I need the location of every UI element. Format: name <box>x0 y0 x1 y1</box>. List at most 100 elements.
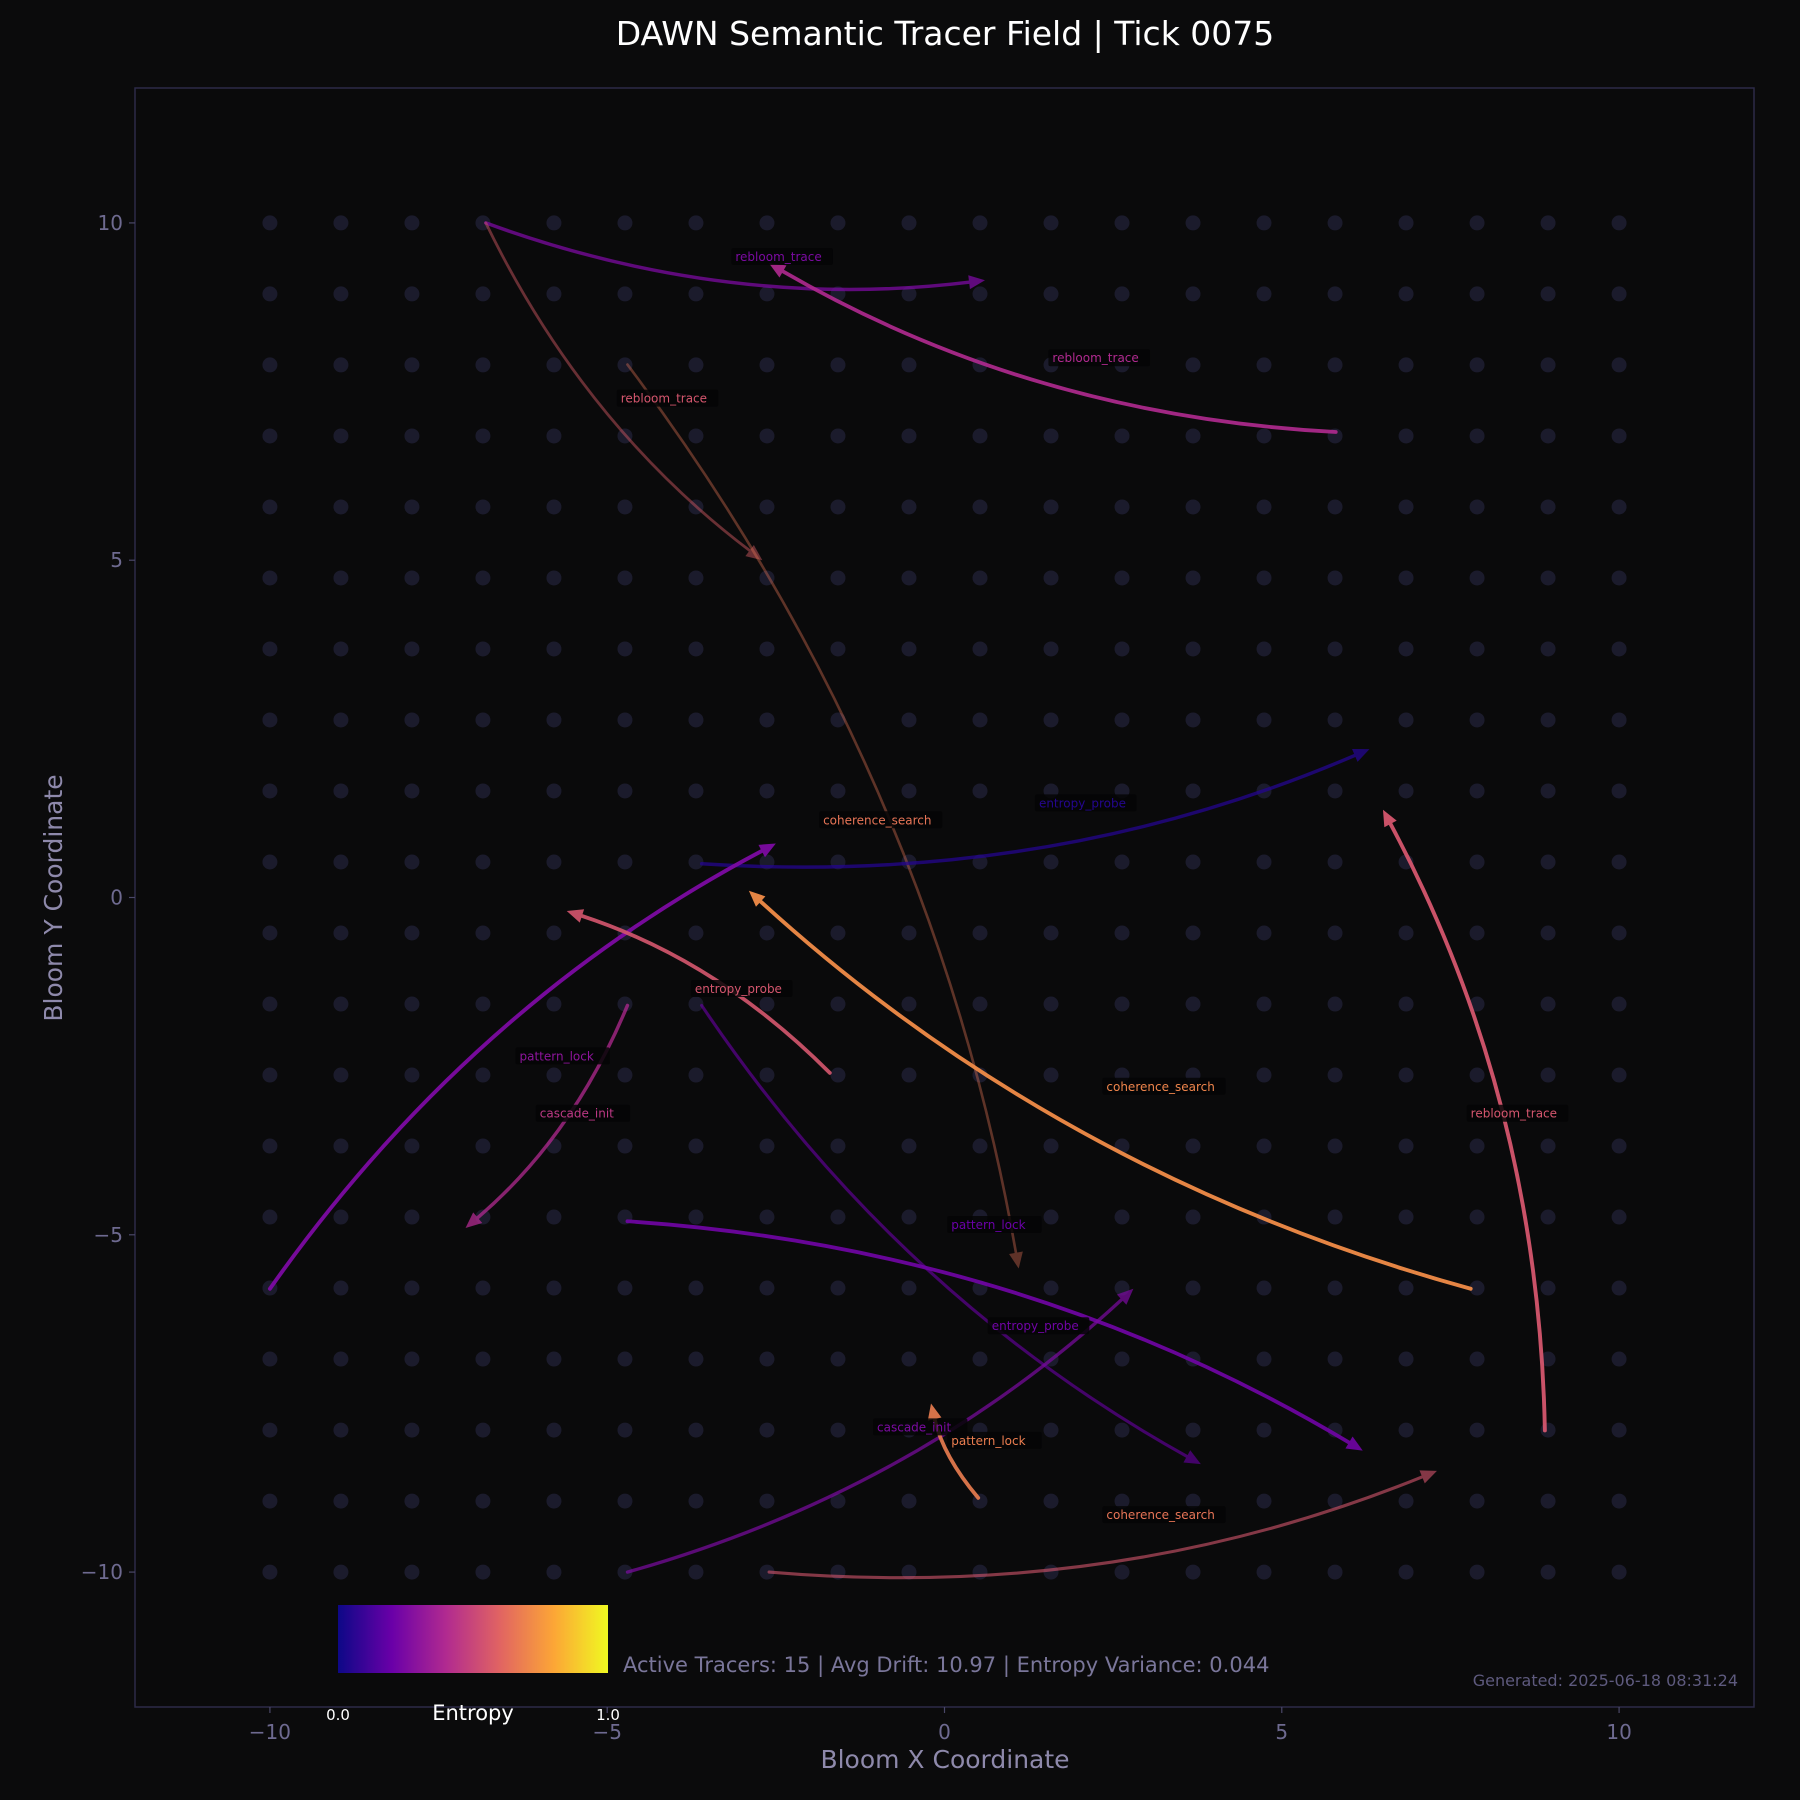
grid-dot <box>830 783 846 799</box>
tracer-path <box>758 899 1473 1291</box>
grid-dot <box>1611 996 1627 1012</box>
grid-dot <box>1043 1067 1059 1083</box>
tracer-arrowhead <box>748 890 766 907</box>
grid-dot <box>262 570 278 586</box>
tracer-label-bg <box>947 1216 1042 1234</box>
x-tick-label: −5 <box>592 1720 621 1744</box>
grid-dot <box>901 1138 917 1154</box>
grid-dot <box>1185 1280 1201 1296</box>
grid-dot <box>972 215 988 231</box>
grid-dot <box>546 925 562 941</box>
grid-dot <box>546 996 562 1012</box>
tracer-arrowhead <box>1345 1436 1363 1451</box>
grid-dot <box>1256 286 1272 302</box>
grid-dot <box>1256 641 1272 657</box>
grid-dot <box>1185 996 1201 1012</box>
grid-dot <box>688 428 704 444</box>
tracer-label-bg <box>616 389 719 407</box>
grid-dot <box>1540 783 1556 799</box>
grid-dot <box>617 712 633 728</box>
grid-dot <box>830 1422 846 1438</box>
colorbar: 0.0 1.0 Entropy <box>326 1605 620 1725</box>
grid-dot <box>546 1209 562 1225</box>
tracer-arrow <box>626 363 1023 1269</box>
grid-dot <box>688 1138 704 1154</box>
grid-dot <box>1540 641 1556 657</box>
grid-dot <box>1469 996 1485 1012</box>
y-tick-label: 5 <box>110 548 123 572</box>
grid-dot <box>1611 1564 1627 1580</box>
grid-dot <box>475 1067 491 1083</box>
tracer-label: coherence_search <box>1102 1506 1226 1524</box>
grid-dot <box>830 996 846 1012</box>
grid-dot <box>759 357 775 373</box>
grid-dot <box>1398 570 1414 586</box>
y-tick-label: 0 <box>110 886 123 910</box>
grid-dot <box>688 1209 704 1225</box>
tracer-label-text: coherence_search <box>1106 1080 1214 1094</box>
grid-dot <box>830 215 846 231</box>
tracer-arrowhead <box>968 275 985 290</box>
grid-dot <box>617 570 633 586</box>
grid-dot <box>546 712 562 728</box>
grid-dot <box>759 1067 775 1083</box>
grid-dot <box>688 1067 704 1083</box>
grid-dot <box>1398 428 1414 444</box>
grid-dot <box>972 641 988 657</box>
grid-dot <box>617 854 633 870</box>
grid-dot <box>830 1351 846 1367</box>
grid-dot <box>333 1422 349 1438</box>
grid-dot <box>546 286 562 302</box>
grid-dot <box>1469 641 1485 657</box>
grid-dot <box>1398 1422 1414 1438</box>
grid-dot <box>1469 1209 1485 1225</box>
x-axis-ticks: −10 −5 0 5 10 <box>249 1707 1632 1744</box>
grid-dot <box>1398 1067 1414 1083</box>
grid-dot <box>1469 215 1485 231</box>
grid-dot <box>1469 428 1485 444</box>
grid-dot <box>475 925 491 941</box>
grid-dot <box>759 783 775 799</box>
grid-dot <box>333 1138 349 1154</box>
grid-dot <box>1540 1280 1556 1296</box>
tracer-path <box>625 1219 1351 1445</box>
grid-dot <box>1540 1493 1556 1509</box>
grid-dot <box>901 641 917 657</box>
grid-dot <box>759 286 775 302</box>
tracer-arrow <box>748 890 1473 1291</box>
grid-dot <box>1469 499 1485 515</box>
grid-dot <box>333 570 349 586</box>
grid-dot <box>759 996 775 1012</box>
tracer-arrow <box>267 843 776 1291</box>
grid-dot <box>1256 1422 1272 1438</box>
grid-dot <box>1540 854 1556 870</box>
grid-dot <box>404 783 420 799</box>
grid-dot <box>759 712 775 728</box>
grid-dot <box>1469 783 1485 799</box>
grid-dot <box>901 996 917 1012</box>
grid-dot <box>1185 357 1201 373</box>
grid-dot <box>830 499 846 515</box>
grid-dot <box>617 286 633 302</box>
grid-dot <box>333 286 349 302</box>
grid-dot <box>333 215 349 231</box>
grid-dot <box>1043 996 1059 1012</box>
grid-dot <box>1043 925 1059 941</box>
grid-dot <box>1469 570 1485 586</box>
grid-dot <box>972 428 988 444</box>
grid-dot <box>546 215 562 231</box>
grid-dot <box>688 641 704 657</box>
grid-dot <box>404 712 420 728</box>
grid-dot <box>1185 1422 1201 1438</box>
grid-dot <box>617 215 633 231</box>
grid-dot <box>1469 1067 1485 1083</box>
grid-dot <box>262 286 278 302</box>
grid-dot <box>262 499 278 515</box>
tracer-arrow <box>700 1003 1201 1465</box>
grid-dot <box>759 1351 775 1367</box>
grid-dot <box>404 1351 420 1367</box>
grid-dot <box>901 499 917 515</box>
grid-dot <box>1469 1422 1485 1438</box>
grid-dot <box>1114 1564 1130 1580</box>
y-tick-label: −5 <box>94 1223 123 1247</box>
